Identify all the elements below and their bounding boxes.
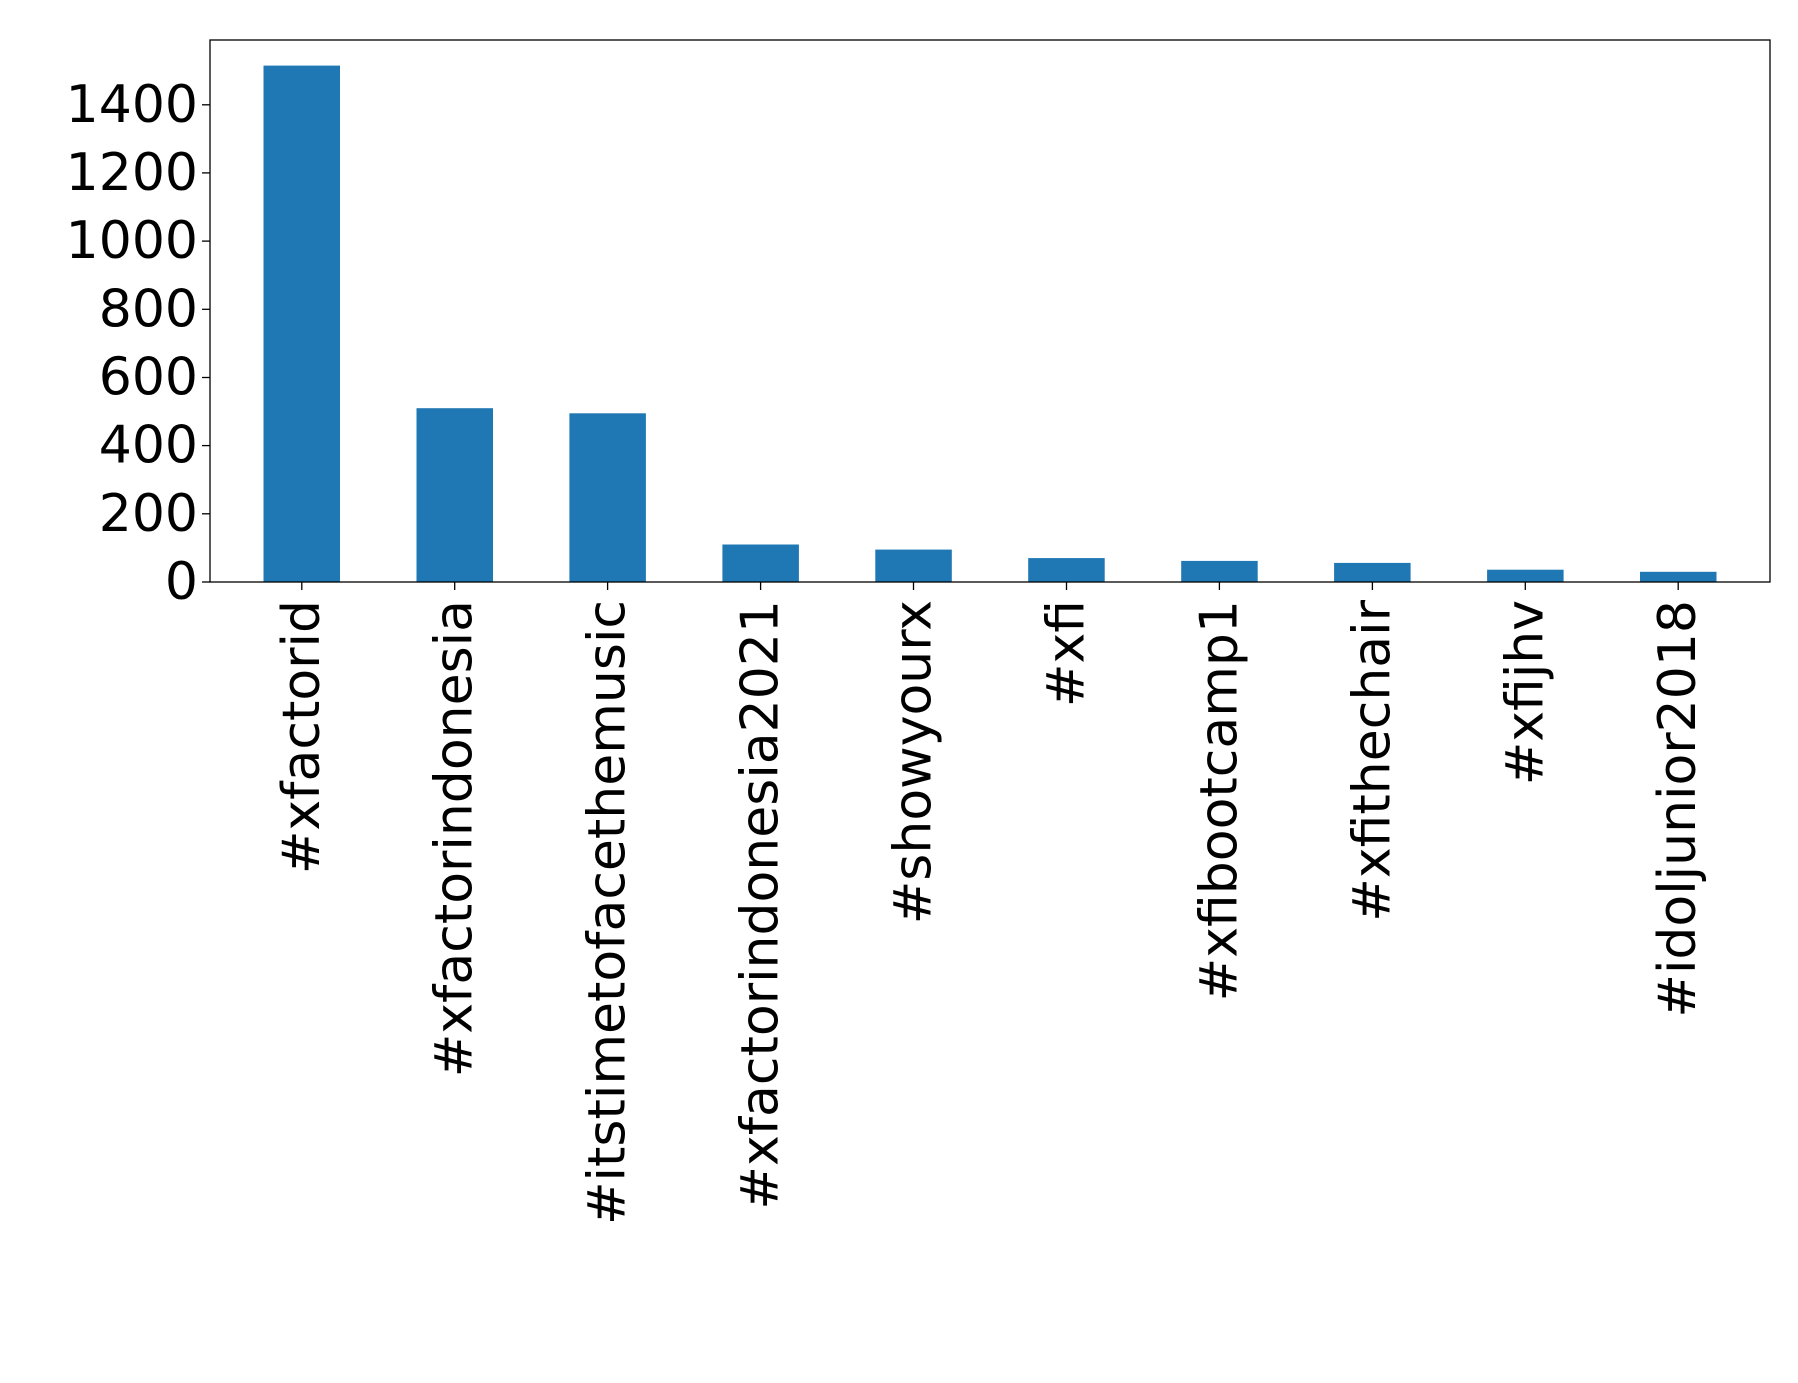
- bar-idoljunior2018: [1640, 571, 1717, 582]
- bar-xfithechair: [1334, 562, 1411, 582]
- x-tick-label: #xfithechair: [1342, 599, 1402, 921]
- bar-xfibootcamp1: [1181, 560, 1258, 582]
- y-tick-label: 600: [99, 348, 198, 408]
- y-tick-label: 0: [165, 552, 198, 612]
- x-tick-label: #idoljunior2018: [1648, 600, 1708, 1018]
- y-tick-label: 1200: [66, 143, 198, 203]
- bar-xfi: [1028, 558, 1105, 582]
- bar-xfactorid: [263, 65, 340, 583]
- plot-frame: [209, 39, 1771, 583]
- x-axis: #xfactorid #xfactorindonesia #itstimetofac…: [272, 582, 1708, 1225]
- x-tick-label: #showyourx: [884, 600, 944, 924]
- bar-showyourx: [875, 549, 952, 582]
- y-tick-label: 200: [99, 484, 198, 544]
- x-tick-label: #xfibootcamp1: [1189, 600, 1249, 1001]
- x-tick-label: #itstimetofacethemusic: [578, 600, 638, 1225]
- x-tick-label: #xfi: [1037, 600, 1097, 707]
- x-tick-label: #xfactorindonesia: [425, 600, 485, 1077]
- bar-xfactorindonesia: [416, 408, 493, 582]
- x-tick-label: #xfactorid: [272, 600, 332, 874]
- bars-group: [263, 65, 1717, 583]
- bar-xfijhv: [1487, 569, 1564, 582]
- y-axis: 0 200 400 600 800 1000 1200 1400: [66, 75, 210, 612]
- y-tick-label: 800: [99, 279, 198, 339]
- y-tick-label: 1000: [66, 211, 198, 271]
- x-tick-label: #xfijhv: [1495, 600, 1555, 785]
- y-tick-label: 400: [99, 416, 198, 476]
- x-tick-label: #xfactorindonesia2021: [731, 600, 791, 1210]
- y-tick-label: 1400: [66, 75, 198, 135]
- bar-xfactorindonesia2021: [722, 544, 799, 582]
- bar-itstimetofacethemusic: [569, 413, 646, 582]
